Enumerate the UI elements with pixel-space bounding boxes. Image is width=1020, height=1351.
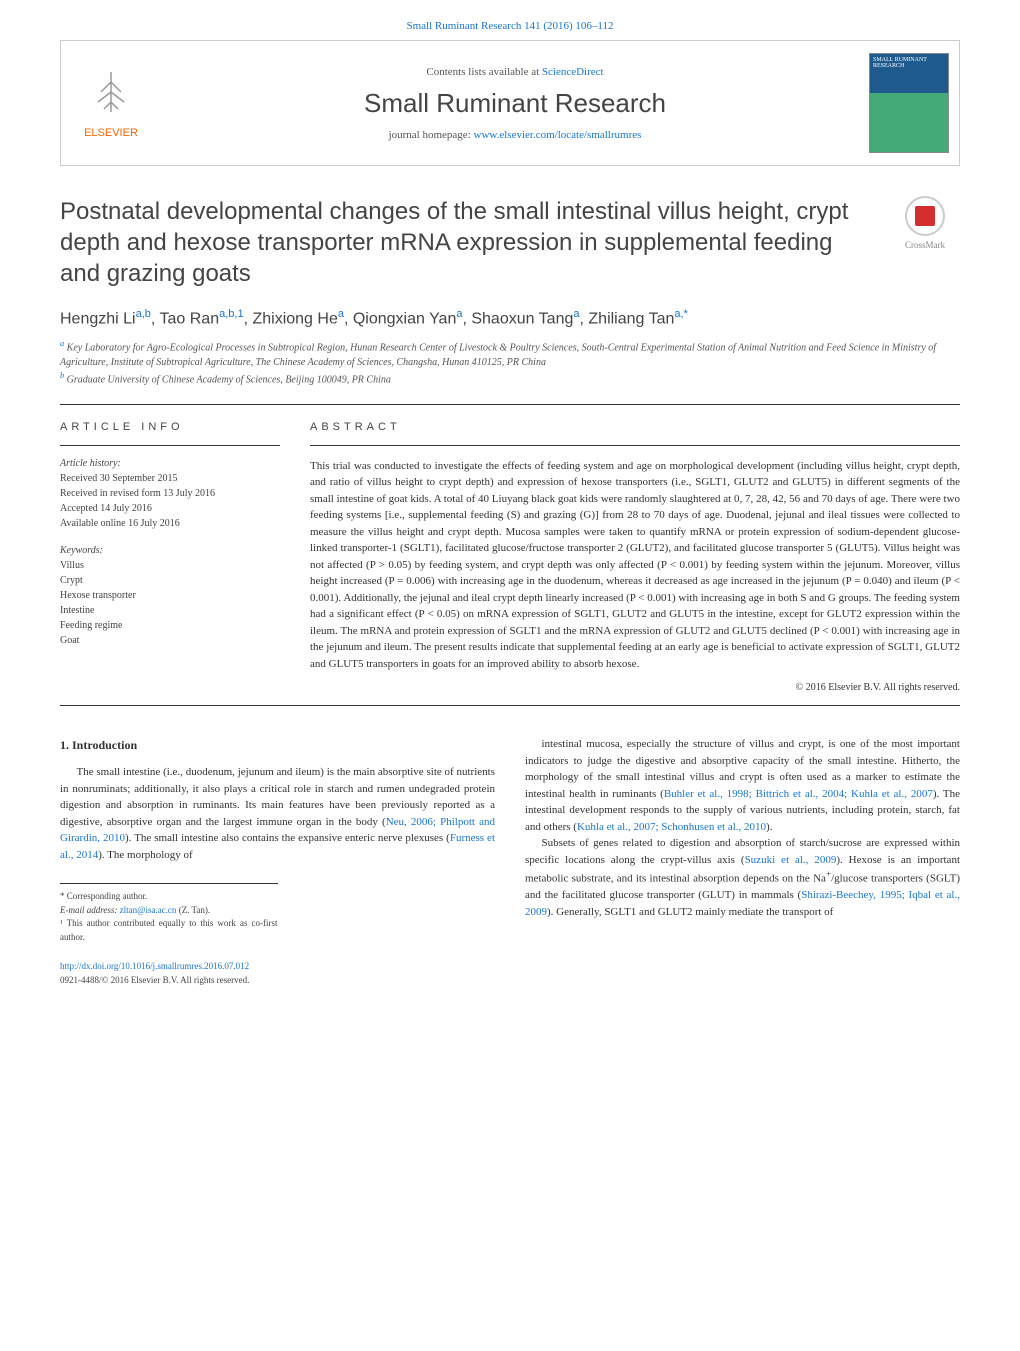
keyword: Villus bbox=[60, 558, 280, 573]
rule-top bbox=[60, 404, 960, 405]
publisher-name: ELSEVIER bbox=[71, 127, 151, 139]
keyword: Goat bbox=[60, 633, 280, 648]
doi-text[interactable]: http://dx.doi.org/10.1016/j.smallrumres.… bbox=[60, 961, 249, 971]
intro-heading: 1. Introduction bbox=[60, 736, 495, 754]
email-label: E-mail address: bbox=[60, 905, 120, 915]
homepage-link[interactable]: www.elsevier.com/locate/smallrumres bbox=[474, 129, 642, 141]
homepage-line: journal homepage: www.elsevier.com/locat… bbox=[161, 129, 869, 141]
contents-line: Contents lists available at ScienceDirec… bbox=[161, 66, 869, 78]
co-first-author-note: ¹ This author contributed equally to thi… bbox=[60, 917, 278, 944]
contents-prefix: Contents lists available at bbox=[426, 66, 541, 78]
journal-cover-thumbnail: SMALL RUMINANT RESEARCH bbox=[869, 53, 949, 153]
body-two-column: 1. Introduction The small intestine (i.e… bbox=[60, 736, 960, 987]
intro-para-right-2: Subsets of genes related to digestion an… bbox=[525, 835, 960, 920]
keyword: Intestine bbox=[60, 603, 280, 618]
history-online: Available online 16 July 2016 bbox=[60, 516, 280, 531]
abstract-copyright: © 2016 Elsevier B.V. All rights reserved… bbox=[310, 682, 960, 693]
citation-link[interactable]: Small Ruminant Research 141 (2016) 106–1… bbox=[406, 20, 613, 32]
email-name: (Z. Tan). bbox=[176, 905, 210, 915]
journal-header-box: ELSEVIER Contents lists available at Sci… bbox=[60, 40, 960, 166]
authors-line: Hengzhi Lia,b, Tao Rana,b,1, Zhixiong He… bbox=[60, 308, 960, 328]
rule-abstract bbox=[310, 445, 960, 446]
sciencedirect-link[interactable]: ScienceDirect bbox=[542, 66, 604, 78]
rule-info bbox=[60, 445, 280, 446]
affiliation-b: b Graduate University of Chinese Academy… bbox=[60, 370, 960, 387]
keywords-label: Keywords: bbox=[60, 545, 280, 556]
email-line: E-mail address: zltan@isa.ac.cn (Z. Tan)… bbox=[60, 904, 278, 918]
crossmark-label: CrossMark bbox=[905, 240, 945, 250]
footnotes: * Corresponding author. E-mail address: … bbox=[60, 883, 278, 944]
intro-para-right-1: intestinal mucosa, especially the struct… bbox=[525, 736, 960, 835]
history-revised: Received in revised form 13 July 2016 bbox=[60, 486, 280, 501]
corresponding-author: * Corresponding author. bbox=[60, 890, 278, 904]
publisher-logo: ELSEVIER bbox=[61, 67, 161, 139]
body-right-column: intestinal mucosa, especially the struct… bbox=[525, 736, 960, 987]
keyword: Hexose transporter bbox=[60, 588, 280, 603]
citation-header: Small Ruminant Research 141 (2016) 106–1… bbox=[0, 0, 1020, 40]
cover-text: SMALL RUMINANT RESEARCH bbox=[873, 57, 927, 69]
history-label: Article history: bbox=[60, 458, 280, 469]
homepage-prefix: journal homepage: bbox=[389, 129, 474, 141]
abstract-column: ABSTRACT This trial was conducted to inv… bbox=[310, 421, 960, 694]
article-info-heading: ARTICLE INFO bbox=[60, 421, 280, 433]
intro-para-left: The small intestine (i.e., duodenum, jej… bbox=[60, 764, 495, 863]
elsevier-tree-icon bbox=[71, 67, 151, 127]
keyword: Crypt bbox=[60, 573, 280, 588]
abstract-heading: ABSTRACT bbox=[310, 421, 960, 433]
abstract-text: This trial was conducted to investigate … bbox=[310, 458, 960, 673]
affiliation-a: a Key Laboratory for Agro-Ecological Pro… bbox=[60, 338, 960, 370]
email-link[interactable]: zltan@isa.ac.cn bbox=[120, 905, 177, 915]
journal-name: Small Ruminant Research bbox=[161, 88, 869, 119]
doi-link[interactable]: http://dx.doi.org/10.1016/j.smallrumres.… bbox=[60, 960, 495, 974]
crossmark-badge[interactable]: CrossMark bbox=[890, 196, 960, 250]
affiliations: a Key Laboratory for Agro-Ecological Pro… bbox=[60, 338, 960, 388]
rule-bottom bbox=[60, 705, 960, 706]
body-left-column: 1. Introduction The small intestine (i.e… bbox=[60, 736, 495, 987]
article-info-column: ARTICLE INFO Article history: Received 3… bbox=[60, 421, 280, 694]
keyword: Feeding regime bbox=[60, 618, 280, 633]
history-accepted: Accepted 14 July 2016 bbox=[60, 501, 280, 516]
issn-copyright: 0921-4488/© 2016 Elsevier B.V. All right… bbox=[60, 974, 495, 988]
history-received: Received 30 September 2015 bbox=[60, 471, 280, 486]
article-title: Postnatal developmental changes of the s… bbox=[60, 196, 890, 290]
crossmark-icon bbox=[905, 196, 945, 236]
